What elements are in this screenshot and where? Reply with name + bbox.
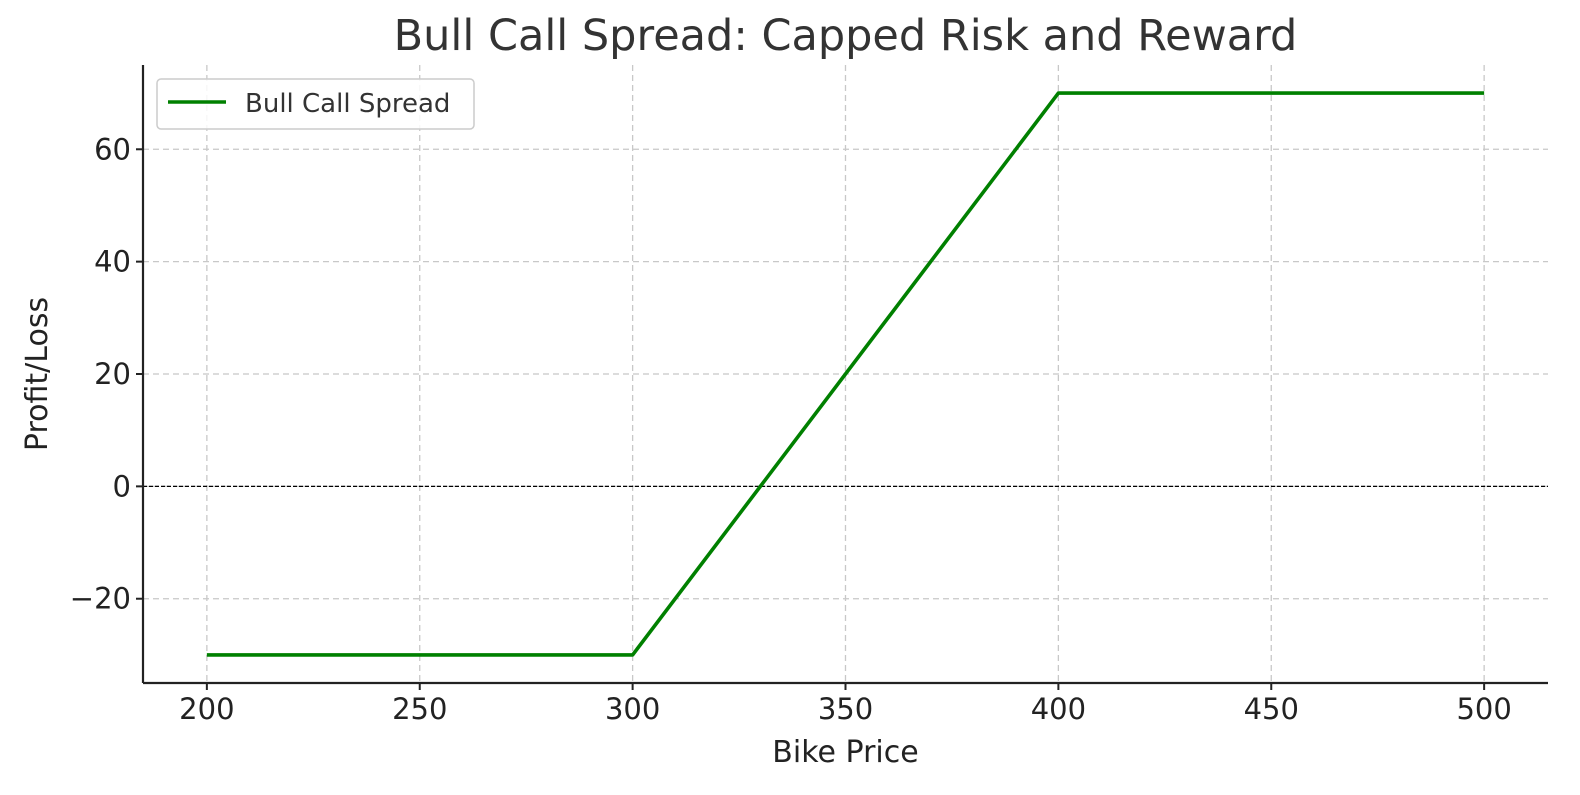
x-axis-title: Bike Price: [772, 735, 918, 770]
x-tick-label: 350: [818, 692, 873, 726]
series-line-bull-call-spread: [206, 91, 1485, 657]
x-tick-label: 250: [392, 692, 447, 726]
tick-labels: 200 250 300 350 400 450 500 −20 0 20 40 60: [70, 132, 1512, 726]
y-axis-title: Profit/Loss: [20, 297, 55, 451]
axes: [136, 65, 1548, 690]
series-layer: [206, 91, 1485, 657]
x-tick-label: 400: [1031, 692, 1086, 726]
y-tick-label: 60: [94, 132, 131, 166]
x-tick-label: 500: [1456, 692, 1511, 726]
y-tick-label: 20: [94, 357, 131, 391]
legend: Bull Call Spread: [156, 78, 475, 130]
y-tick-label: −20: [70, 582, 131, 616]
x-tick-label: 450: [1244, 692, 1299, 726]
legend-box: [156, 78, 475, 130]
x-tick-label: 200: [179, 692, 234, 726]
legend-label: Bull Call Spread: [245, 89, 450, 119]
chart-title: Bull Call Spread: Capped Risk and Reward: [394, 11, 1298, 61]
x-tick-label: 300: [605, 692, 660, 726]
y-tick-label: 0: [113, 469, 131, 503]
y-tick-label: 40: [94, 245, 131, 279]
